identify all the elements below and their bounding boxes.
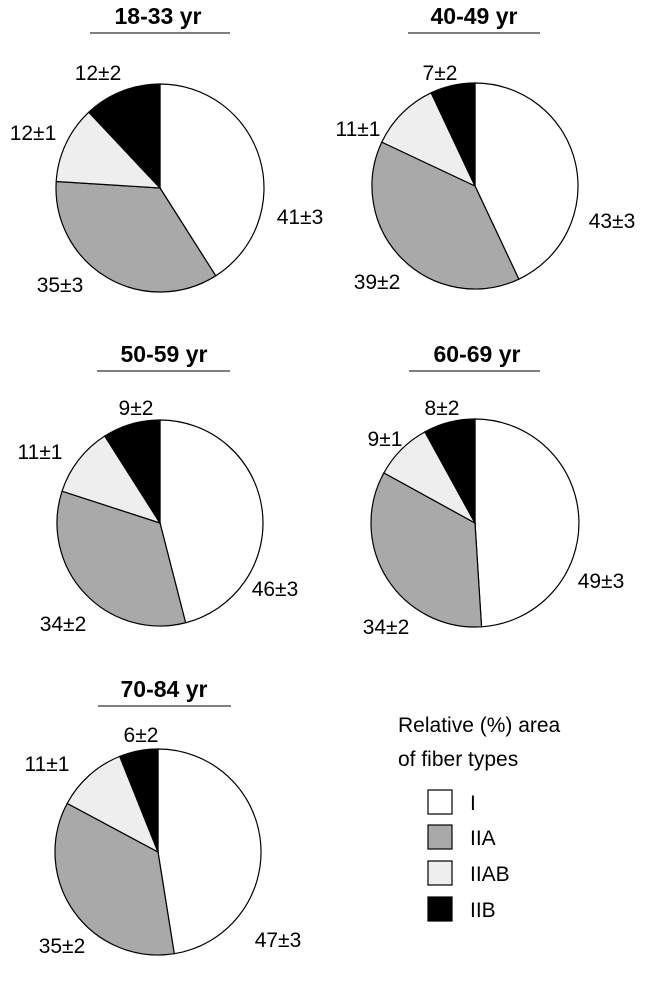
pie-title: 70-84 yr (121, 676, 208, 702)
pie-label-IIA: 35±2 (39, 935, 86, 958)
pie-slice-IIB (118, 748, 159, 853)
pie-label-IIAB: 11±1 (24, 753, 69, 776)
pie-label-IIA: 34±2 (40, 613, 87, 636)
pie-label-IIB: 6±2 (124, 724, 159, 747)
legend-title-line1: Relative (%) area (398, 714, 561, 737)
pie-label-IIB: 8±2 (425, 397, 460, 420)
legend-swatch-I (427, 789, 453, 815)
pie-slice-IIA (54, 802, 175, 956)
pie-label-IIAB: 9±1 (368, 428, 403, 451)
legend-item-IIA: IIA (427, 824, 496, 850)
pie-slice-IIAB (55, 111, 162, 189)
pie-slice-IIB (87, 83, 161, 190)
pie-label-I: 47±3 (255, 929, 302, 952)
pie-title: 60-69 yr (434, 341, 521, 367)
legend-title-line2: of fiber types (398, 748, 518, 771)
legend-label-IIA: IIA (470, 827, 496, 850)
legend-item-IIB: IIB (427, 896, 496, 922)
pie-slice-IIA (371, 141, 520, 290)
legend-item-I: I (427, 789, 476, 815)
pie-label-IIA: 35±3 (37, 274, 84, 297)
pie-chart-2: 40-49 yr 43±3 39±2 11±1 7±2 (335, 3, 635, 294)
pie-label-IIB: 9±2 (119, 397, 154, 420)
pie-slice-IIAB (61, 435, 162, 525)
pie-label-I: 49±3 (578, 570, 625, 593)
pie-slice-I (474, 82, 579, 280)
pie-chart-3: 50-59 yr 46±3 34±2 11±1 9±2 (17, 341, 298, 636)
pie-title: 50-59 yr (121, 341, 208, 367)
legend-swatch-IIAB (427, 860, 453, 886)
pie-slice-IIAB (381, 92, 477, 188)
pie-slice-IIAB (66, 755, 160, 854)
pie-slice-IIA (56, 490, 187, 627)
pie-chart-4: 60-69 yr 49±3 34±2 9±1 8±2 (363, 341, 625, 639)
pie-slice-I (474, 418, 580, 628)
pie-label-IIB: 7±2 (423, 62, 458, 85)
legend-label-IIAB: IIAB (470, 863, 510, 886)
pie-label-IIA: 39±2 (354, 271, 401, 294)
pie-label-IIA: 34±2 (363, 616, 410, 639)
pie-slice-IIB (103, 419, 161, 526)
pie-title: 40-49 yr (431, 3, 518, 29)
pie-slice-IIB (424, 418, 476, 524)
pie-label-IIB: 12±2 (75, 62, 122, 85)
pie-label-I: 46±3 (252, 578, 299, 601)
pie-label-I: 43±3 (589, 210, 636, 233)
legend-label-IIB: IIB (470, 899, 496, 922)
pie-slice-I (157, 748, 262, 955)
pie-chart-5: 70-84 yr 47±3 35±2 11±1 6±2 (24, 676, 301, 958)
legend-item-IIAB: IIAB (427, 860, 510, 886)
pie-label-I: 41±3 (277, 206, 324, 229)
pie-title: 18-33 yr (115, 3, 202, 29)
legend-label-I: I (470, 792, 476, 815)
pie-slice-IIB (430, 82, 476, 187)
legend: Relative (%) area of fiber types I IIA I… (398, 714, 561, 922)
pie-label-IIAB: 11±1 (17, 441, 62, 464)
pie-slice-I (159, 419, 264, 624)
pie-label-IIAB: 11±1 (335, 118, 380, 141)
legend-swatch-IIA (427, 824, 453, 850)
pie-slice-IIA (55, 180, 217, 293)
pie-chart-1: 18-33 yr 41±3 35±3 12±1 12±2 (10, 3, 324, 297)
legend-swatch-IIB (427, 896, 453, 922)
pie-label-IIAB: 12±1 (10, 122, 57, 145)
